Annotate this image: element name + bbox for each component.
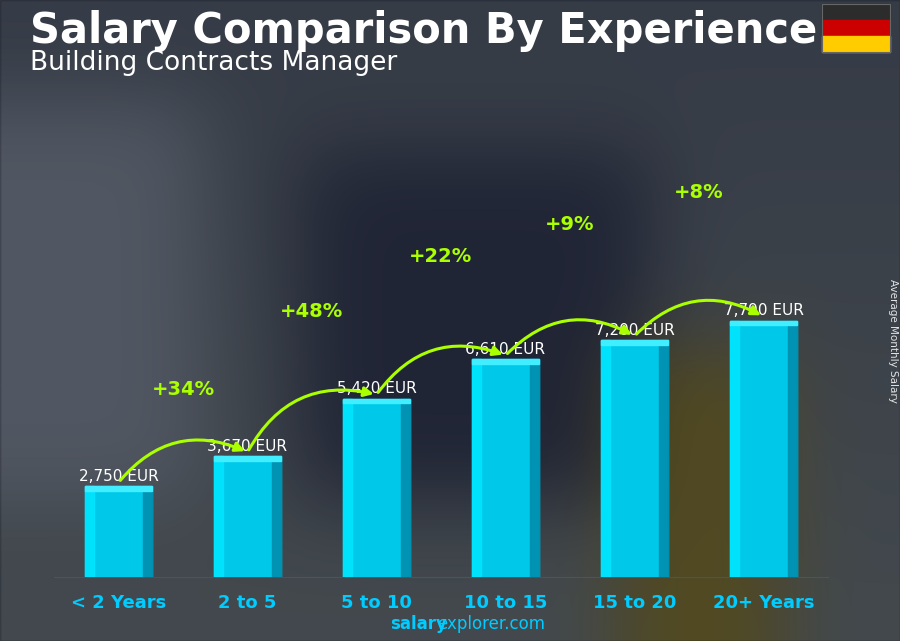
Bar [343, 399, 410, 577]
Text: Salary Comparison By Experience: Salary Comparison By Experience [30, 10, 817, 52]
Bar [601, 340, 668, 577]
Bar [214, 456, 281, 577]
Text: 6,610 EUR: 6,610 EUR [465, 342, 545, 357]
Text: +48%: +48% [281, 302, 344, 321]
Bar [601, 340, 668, 344]
Bar [85, 487, 152, 491]
Bar [822, 20, 890, 36]
Text: explorer.com: explorer.com [437, 615, 545, 633]
Bar [401, 399, 410, 577]
Bar [85, 487, 152, 577]
Bar [472, 360, 481, 577]
Bar [143, 487, 152, 577]
Bar [273, 456, 281, 577]
Bar [214, 456, 281, 461]
Text: +9%: +9% [545, 215, 595, 234]
Text: Average Monthly Salary: Average Monthly Salary [888, 279, 898, 403]
Text: Building Contracts Manager: Building Contracts Manager [30, 50, 397, 76]
Text: 2,750 EUR: 2,750 EUR [78, 469, 158, 485]
Bar [472, 360, 539, 577]
Bar [214, 456, 222, 577]
Bar [730, 320, 797, 577]
Bar [601, 340, 609, 577]
Bar [788, 320, 797, 577]
Bar [730, 320, 739, 577]
Bar [85, 487, 94, 577]
Bar [822, 36, 890, 52]
Text: salary: salary [390, 615, 447, 633]
Text: 7,200 EUR: 7,200 EUR [595, 323, 674, 338]
Bar [822, 4, 890, 20]
Text: +22%: +22% [410, 247, 472, 266]
Bar [822, 4, 890, 52]
Text: 7,790 EUR: 7,790 EUR [724, 303, 804, 319]
Text: +34%: +34% [151, 380, 214, 399]
Text: 5,420 EUR: 5,420 EUR [337, 381, 417, 396]
Bar [660, 340, 668, 577]
Bar [472, 360, 539, 364]
Bar [530, 360, 539, 577]
Text: +8%: +8% [674, 183, 724, 202]
Bar [730, 320, 797, 325]
Bar [343, 399, 410, 403]
Text: 3,670 EUR: 3,670 EUR [208, 439, 287, 454]
Bar [343, 399, 352, 577]
